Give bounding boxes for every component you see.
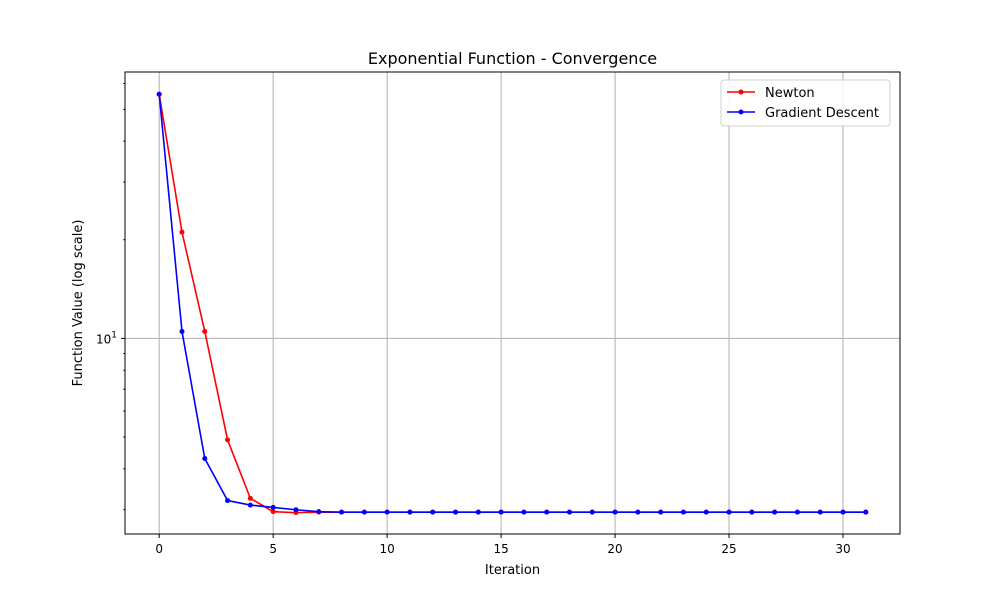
data-point — [247, 502, 253, 508]
data-point — [384, 509, 390, 515]
x-tick-label: 0 — [155, 542, 163, 556]
plot-frame — [124, 71, 901, 535]
axis-ticks: 0 5 10 15 20 25 30 101 — [96, 82, 851, 556]
data-point — [453, 509, 459, 515]
data-point — [840, 509, 846, 515]
x-tick-label: 20 — [607, 542, 622, 556]
x-tick-label: 10 — [379, 542, 394, 556]
data-point — [270, 509, 276, 515]
data-point — [863, 509, 869, 515]
data-point — [202, 456, 208, 462]
series-gradient-descent — [156, 91, 869, 515]
data-point — [817, 509, 823, 515]
data-point — [794, 509, 800, 515]
data-point — [179, 328, 185, 334]
x-tick-label: 25 — [721, 542, 736, 556]
chart-title: Exponential Function - Convergence — [368, 49, 657, 68]
data-point — [225, 498, 231, 504]
x-tick-label: 5 — [269, 542, 277, 556]
data-point — [703, 509, 709, 515]
data-point — [430, 509, 436, 515]
grid — [125, 72, 900, 534]
data-point — [270, 504, 276, 510]
data-point — [156, 91, 162, 97]
data-point — [316, 509, 322, 515]
data-point — [612, 509, 618, 515]
legend-label: Newton — [765, 86, 815, 101]
legend-box — [720, 79, 891, 127]
x-axis-label: Iteration — [485, 563, 540, 578]
data-point — [544, 509, 550, 515]
data-point — [635, 509, 641, 515]
x-tick-label: 30 — [835, 542, 850, 556]
data-point — [293, 507, 299, 513]
data-point — [247, 495, 253, 501]
data-point — [339, 509, 345, 515]
y-tick-label: 101 — [96, 330, 117, 346]
data-point — [202, 328, 208, 334]
data-point — [680, 509, 686, 515]
legend-marker — [738, 89, 744, 95]
data-point — [407, 509, 413, 515]
data-point — [726, 509, 732, 515]
data-point — [498, 509, 504, 515]
legend: Newton Gradient Descent — [720, 79, 891, 127]
y-axis-label: Function Value (log scale) — [71, 220, 86, 387]
data-point — [361, 509, 367, 515]
x-tick-label: 15 — [493, 542, 508, 556]
data-point — [772, 509, 778, 515]
data-point — [658, 509, 664, 515]
data-point — [749, 509, 755, 515]
series-layer — [156, 91, 869, 516]
series-line — [158, 94, 866, 513]
data-point — [225, 437, 231, 443]
legend-label: Gradient Descent — [765, 106, 879, 121]
legend-marker — [738, 109, 744, 115]
data-point — [566, 509, 572, 515]
data-point — [475, 509, 481, 515]
data-point — [179, 229, 185, 235]
data-point — [521, 509, 527, 515]
data-point — [589, 509, 595, 515]
